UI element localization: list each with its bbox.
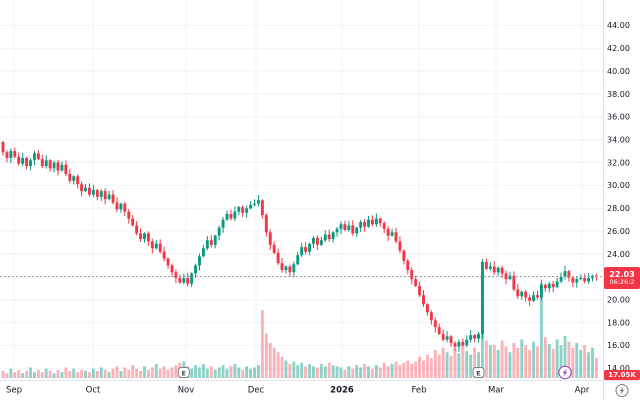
price-tick-label: 34.00	[607, 135, 630, 144]
price-tick-label: 28.00	[607, 204, 630, 213]
price-tick-label: 30.00	[607, 181, 630, 190]
price-tick-label: 38.00	[607, 90, 630, 99]
grid-lines	[0, 0, 603, 380]
price-axis-labels[interactable]: 44.00 42.00 40.00 38.00 36.00 34.00 32.00 30.00…	[607, 21, 630, 373]
volume-value-label: 17.05K	[604, 370, 640, 380]
price-tick-label: 40.00	[607, 67, 630, 76]
price-tick-label: 16.00	[607, 341, 630, 350]
month-label: 2026	[330, 386, 354, 396]
realtime-lightning-icon[interactable]	[615, 384, 629, 397]
volume-layer	[1, 283, 598, 378]
event-lightning-icon[interactable]	[558, 365, 572, 380]
month-label: Nov	[178, 386, 195, 396]
earnings-icon[interactable]: E	[472, 367, 485, 378]
price-tick-label: 36.00	[607, 113, 630, 122]
earnings-icon[interactable]: E	[177, 367, 190, 378]
price-tick-label: 24.00	[607, 250, 630, 259]
price-tick-label: 44.00	[607, 21, 630, 30]
price-tick-label: 32.00	[607, 158, 630, 167]
price-tick-label: 18.00	[607, 318, 630, 327]
month-label: Dec	[248, 386, 265, 396]
candles-layer	[1, 140, 598, 352]
earnings-letter: E	[476, 370, 480, 378]
price-tick-label: 42.00	[607, 44, 630, 53]
month-label: Apr	[575, 386, 590, 396]
month-label: Mar	[488, 386, 505, 396]
last-price-value: 22.03	[609, 269, 635, 279]
earnings-letter: E	[182, 370, 186, 378]
price-tick-label: 20.00	[607, 296, 630, 305]
time-axis-labels[interactable]: Sep Oct Nov Dec 2026 Feb Mar Apr	[6, 386, 590, 396]
price-tick-label: 26.00	[607, 227, 630, 236]
month-label: Sep	[6, 386, 22, 396]
month-label: Feb	[411, 386, 426, 396]
current-price-label: 22.03 06:26:2	[604, 267, 640, 289]
bar-countdown: 06:26:2	[609, 277, 635, 286]
month-label: Oct	[86, 386, 101, 396]
price-tick-label: 14.00	[607, 364, 630, 373]
